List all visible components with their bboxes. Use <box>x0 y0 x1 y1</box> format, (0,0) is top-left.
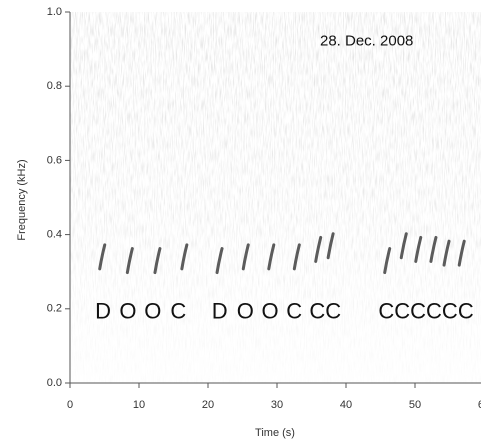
annotation: CC <box>309 298 341 323</box>
call <box>241 243 250 271</box>
annotation: CCCCCC <box>378 298 473 323</box>
y-tick-label: 0.8 <box>47 80 62 92</box>
annotation: C <box>286 298 302 323</box>
call <box>292 243 301 271</box>
call <box>442 239 451 267</box>
y-tick-label: 0.6 <box>47 154 62 166</box>
annotation: D <box>212 298 228 323</box>
call <box>180 243 189 271</box>
annotation: D <box>95 298 111 323</box>
annotation: O <box>144 298 161 323</box>
x-tick-label: 10 <box>133 399 145 411</box>
x-tick-label: 40 <box>340 399 352 411</box>
y-tick-label: 0.2 <box>47 303 62 315</box>
y-axis-label: Frequency (kHz) <box>16 159 28 240</box>
annotation: C <box>170 298 186 323</box>
annotation: O <box>262 298 279 323</box>
call <box>399 232 408 260</box>
call <box>125 247 134 275</box>
call <box>98 243 107 271</box>
call <box>429 235 438 263</box>
call <box>267 243 276 271</box>
call <box>215 247 224 275</box>
call <box>314 235 323 263</box>
x-tick-label: 0 <box>67 399 73 411</box>
call <box>457 239 466 267</box>
x-tick-label: 60 <box>478 399 481 411</box>
y-tick-label: 0.0 <box>47 377 62 389</box>
x-tick-label: 30 <box>271 399 283 411</box>
annotation: O <box>237 298 254 323</box>
call <box>414 235 423 263</box>
x-tick-label: 50 <box>409 399 421 411</box>
annotation: 28. Dec. 2008 <box>320 33 413 50</box>
call <box>383 247 392 275</box>
x-axis-label: Time (s) <box>255 427 295 439</box>
call <box>153 247 162 275</box>
call <box>326 232 335 260</box>
plot-background <box>70 12 481 383</box>
annotation: O <box>119 298 136 323</box>
y-tick-label: 1.0 <box>47 6 62 18</box>
x-tick-label: 20 <box>202 399 214 411</box>
y-tick-label: 0.4 <box>47 229 62 241</box>
